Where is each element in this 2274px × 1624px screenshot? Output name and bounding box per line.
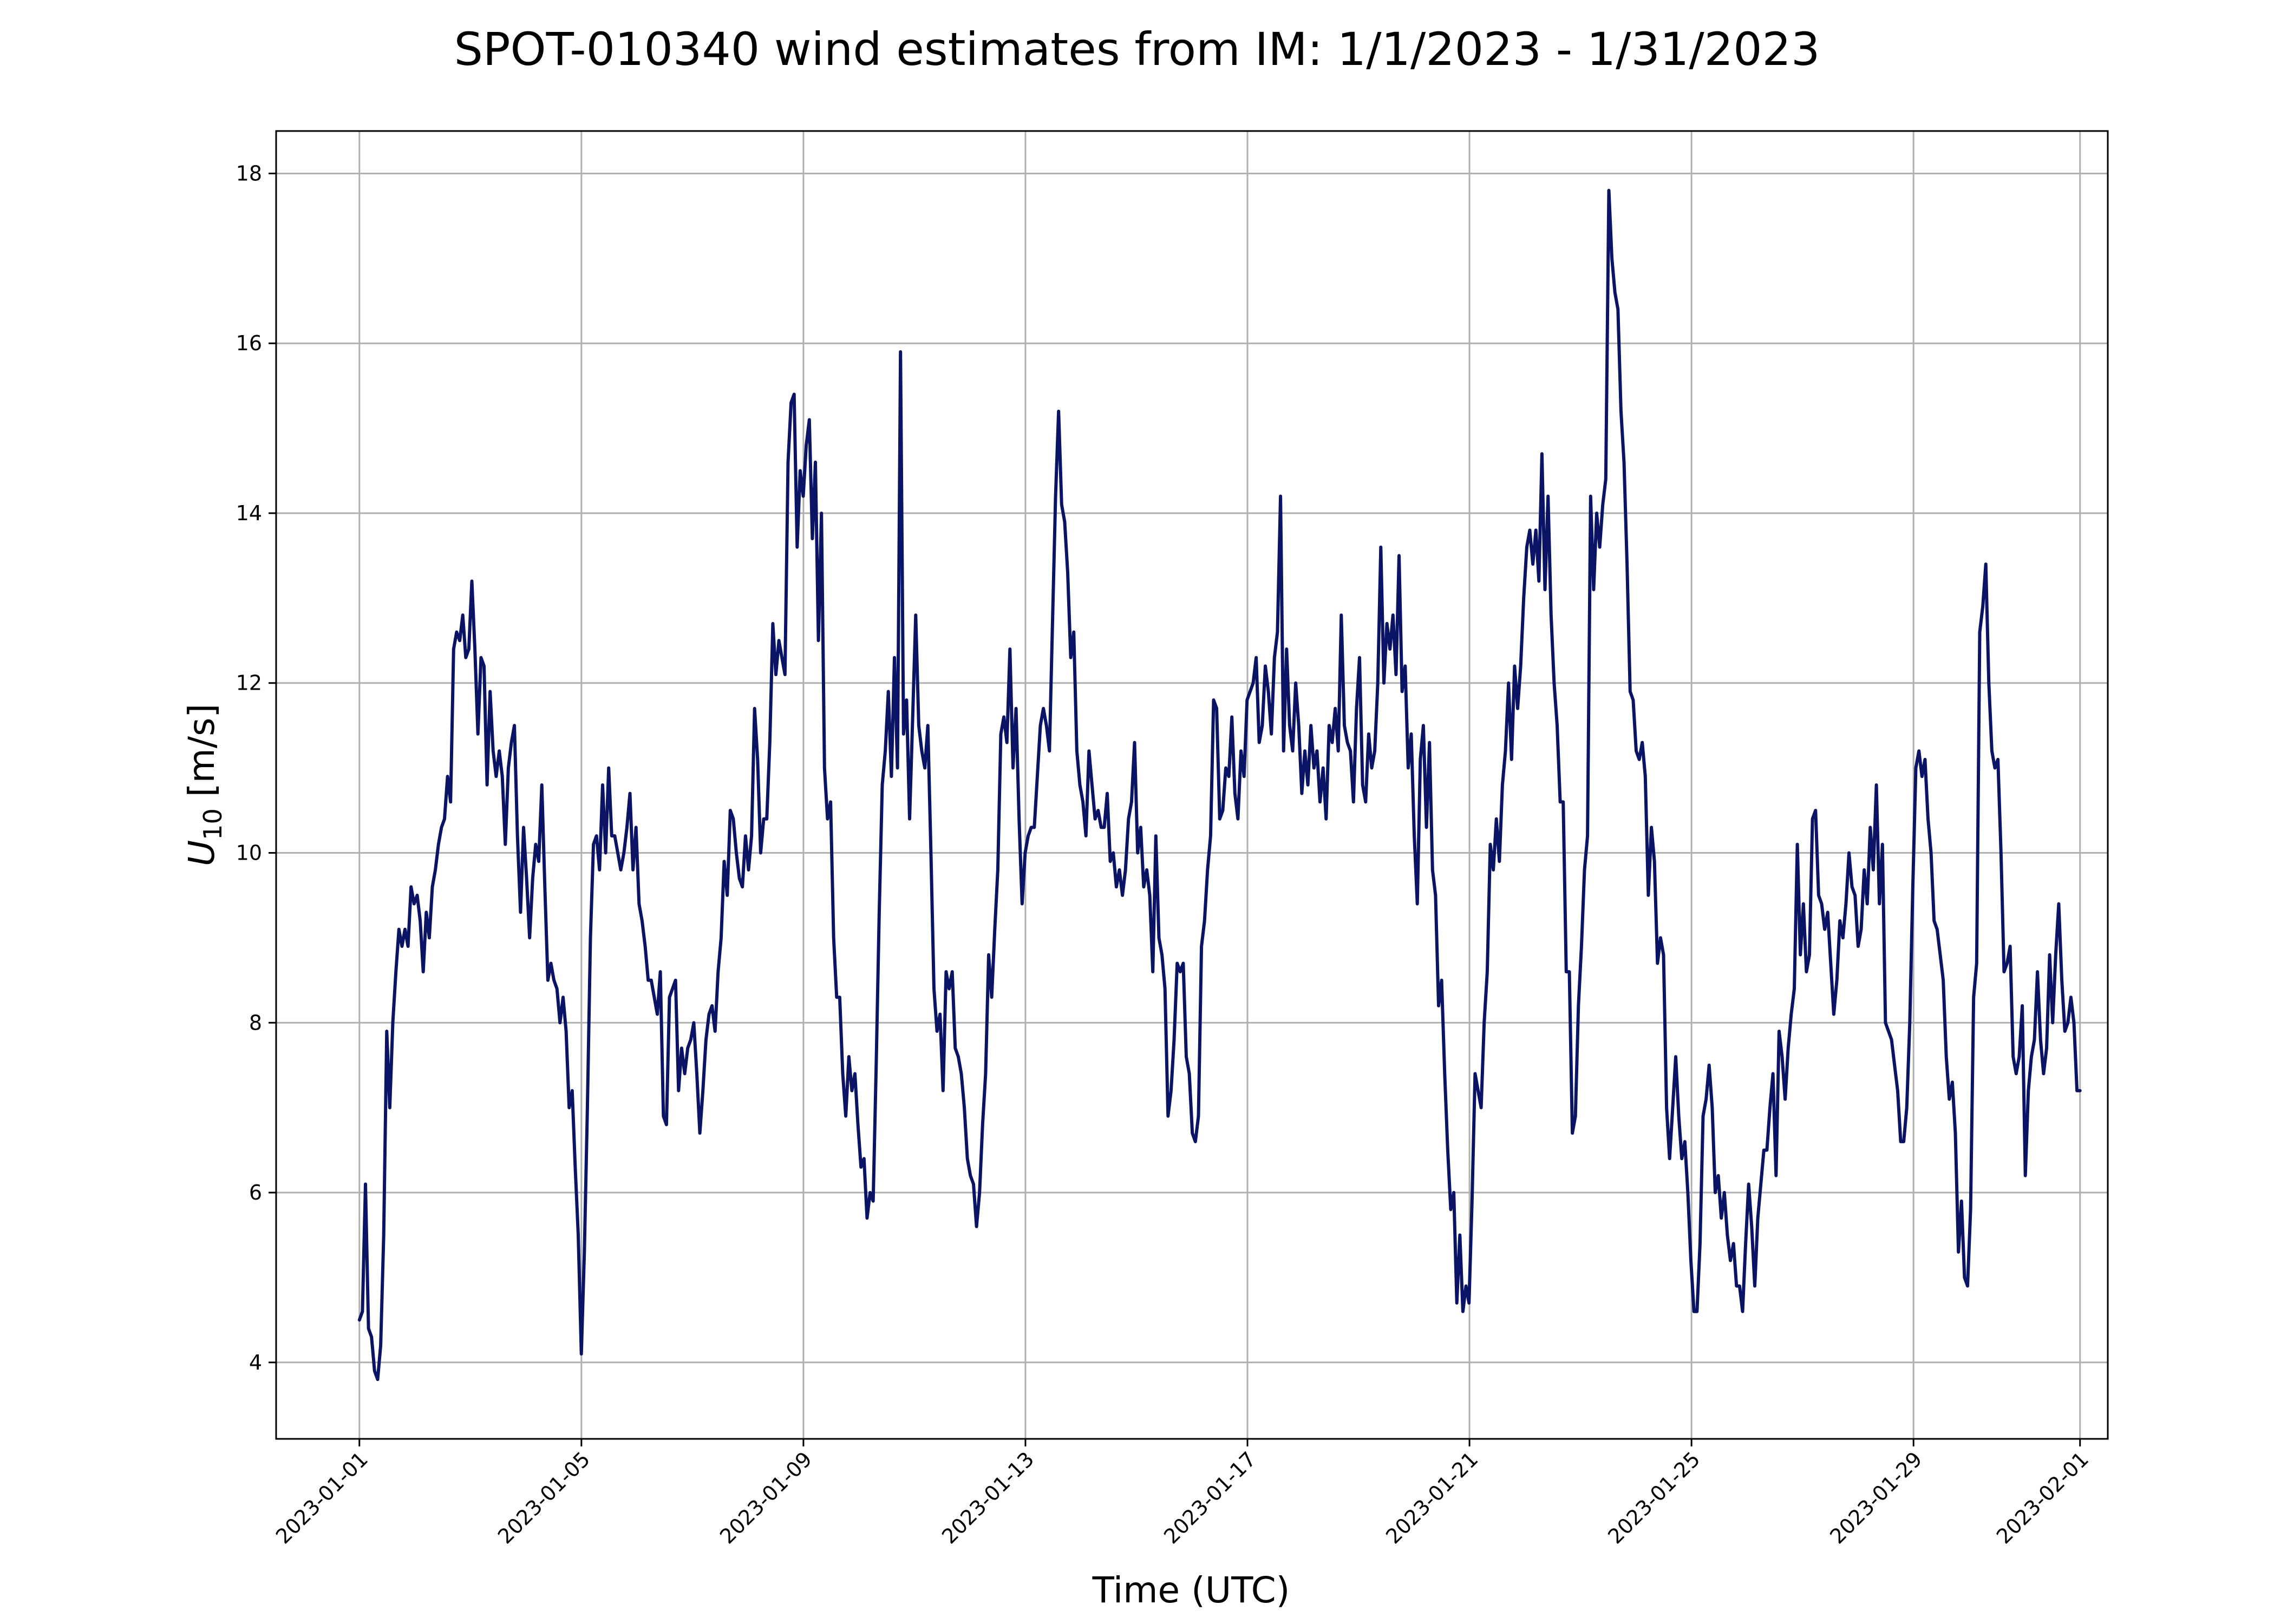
x-tick-label: 2023-01-17 <box>1159 1447 1260 1548</box>
y-axis-label: U10 [m/s] <box>181 704 227 866</box>
y-tick-label: 6 <box>249 1181 262 1204</box>
y-tick-label: 18 <box>236 161 262 185</box>
series-line-wind-speed <box>357 188 2082 1381</box>
y-axis-ticks: 4 6 8 10 12 14 16 18 <box>236 161 276 1374</box>
y-axis-label-units: [m/s] <box>181 704 223 808</box>
y-tick-label: 10 <box>236 841 262 865</box>
x-tick-label: 2023-01-09 <box>715 1447 816 1548</box>
y-axis-label-main: U <box>181 840 223 866</box>
y-tick-label: 14 <box>236 501 262 525</box>
x-tick-label: 2023-01-05 <box>493 1447 594 1548</box>
chart-title: SPOT-010340 wind estimates from IM: 1/1/… <box>454 23 1820 76</box>
x-axis-ticks: 2023-01-01 2023-01-05 2023-01-09 2023-01-13… <box>271 1439 2093 1549</box>
x-tick-label: 2023-02-01 <box>1992 1447 2093 1548</box>
x-tick-label: 2023-01-25 <box>1603 1447 1704 1548</box>
plot-frame <box>275 130 2109 1440</box>
y-tick-label: 16 <box>236 331 262 355</box>
y-tick-label: 8 <box>249 1011 262 1034</box>
y-tick-label: 12 <box>236 671 262 695</box>
x-tick-label: 2023-01-01 <box>271 1447 373 1548</box>
x-tick-label: 2023-01-13 <box>937 1447 1038 1548</box>
y-tick-label: 4 <box>249 1351 262 1374</box>
x-tick-label: 2023-01-29 <box>1825 1447 1926 1548</box>
y-axis-label-subscript: 10 <box>198 808 227 840</box>
grid-lines <box>276 131 2108 1439</box>
x-axis-label: Time (UTC) <box>1092 1569 1290 1611</box>
x-tick-label: 2023-01-21 <box>1381 1447 1482 1548</box>
